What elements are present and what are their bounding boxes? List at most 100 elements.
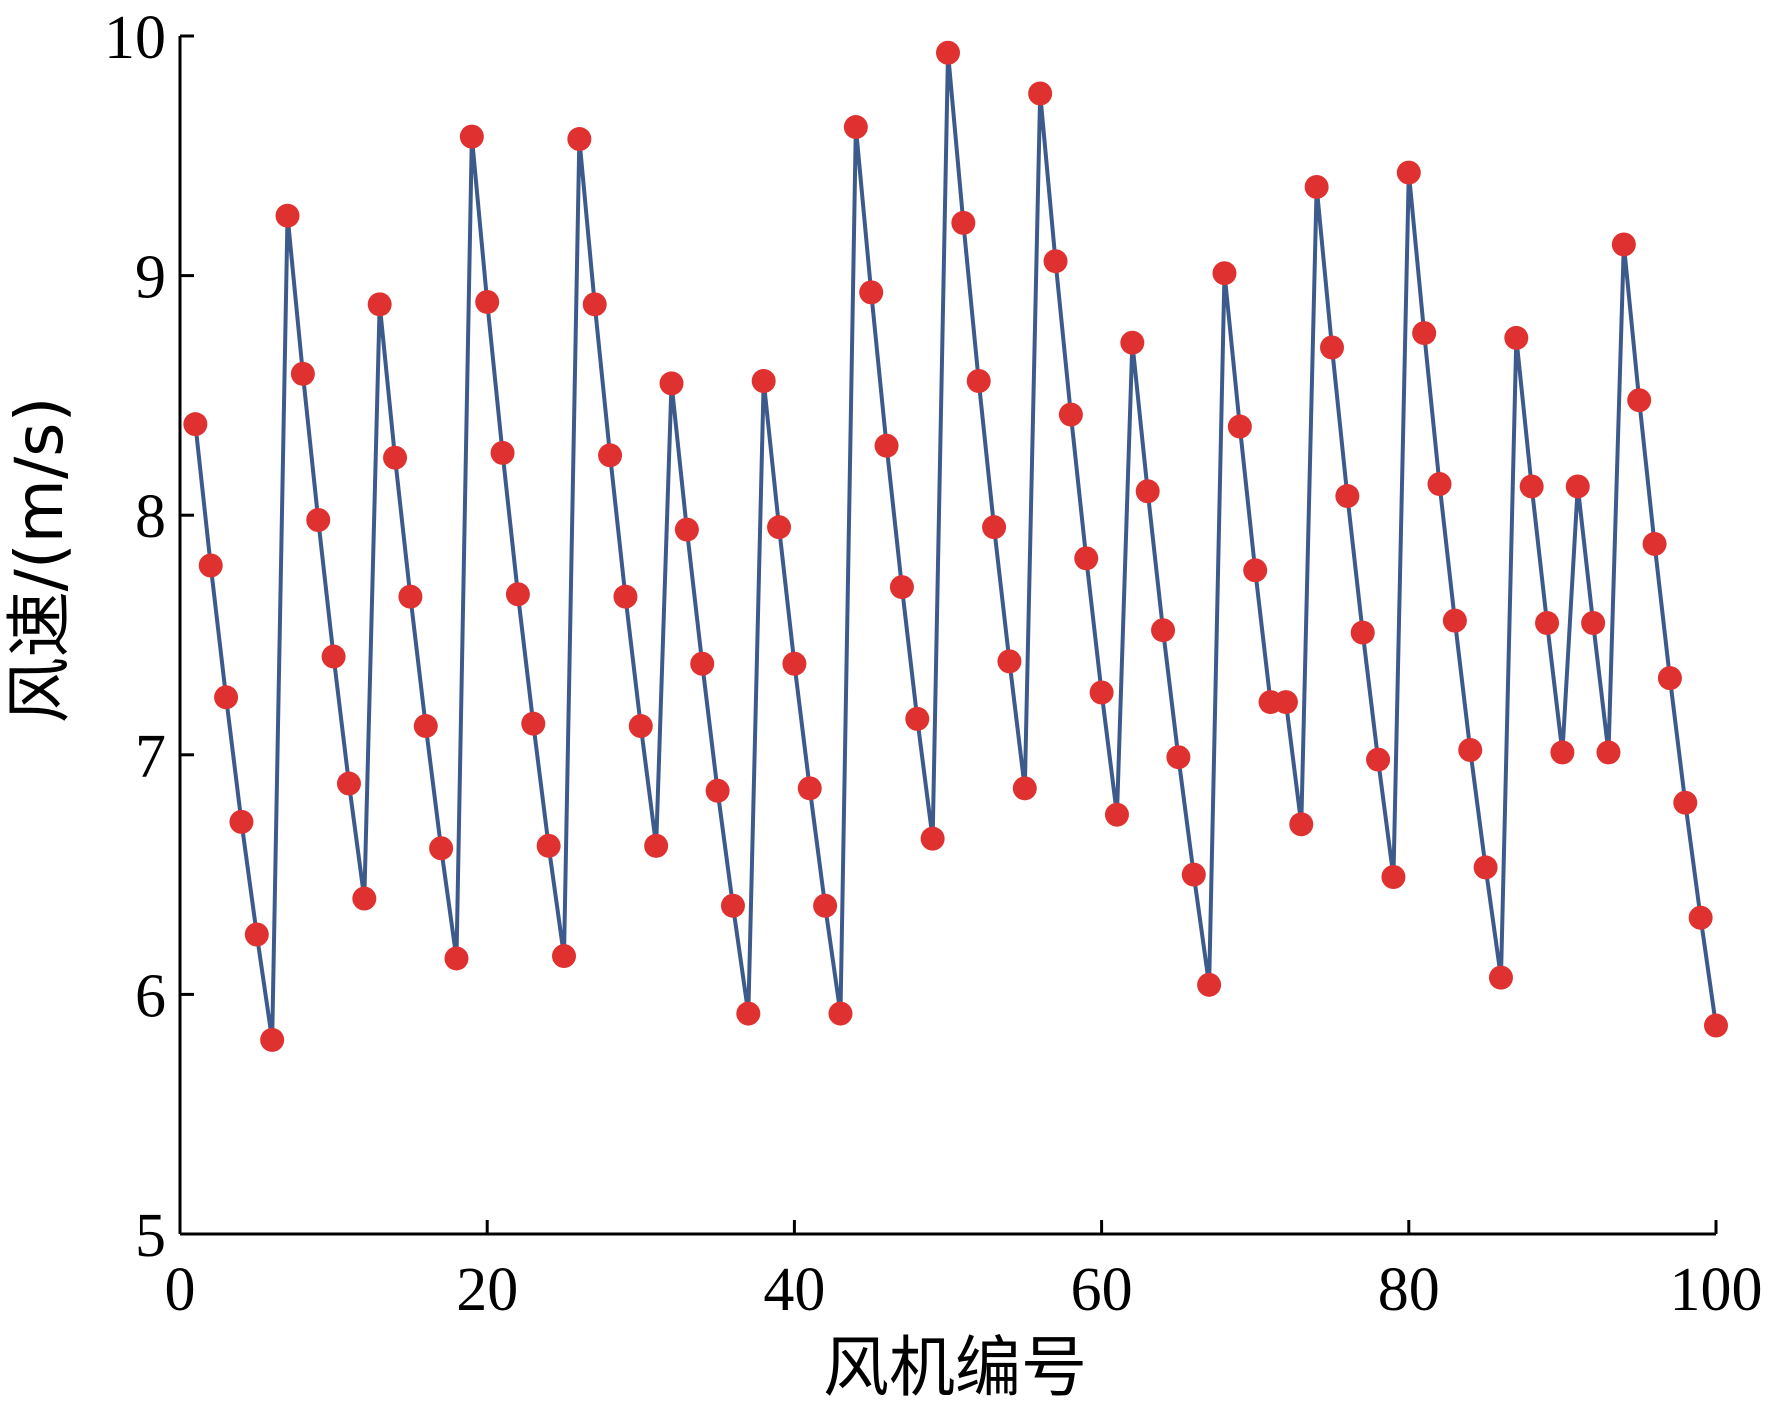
- data-point: [874, 433, 899, 458]
- x-axis-title: 风机编号: [823, 1329, 1087, 1406]
- data-point: [260, 1027, 285, 1052]
- data-point: [751, 369, 776, 394]
- data-point: [1335, 484, 1360, 509]
- data-point: [429, 836, 454, 861]
- data-point: [1396, 160, 1421, 185]
- data-point: [1043, 249, 1068, 274]
- data-point: [1458, 738, 1483, 763]
- data-point: [1535, 611, 1560, 636]
- y-ticks: 5 6 7 8 9 10: [104, 4, 194, 1270]
- data-point: [889, 575, 914, 600]
- data-point: [1642, 531, 1667, 556]
- data-point: [1704, 1013, 1728, 1038]
- data-point: [1688, 905, 1713, 930]
- data-point: [1657, 666, 1682, 691]
- x-tick-label: 100: [1670, 1256, 1763, 1324]
- data-point: [244, 922, 269, 947]
- data-point: [398, 584, 423, 609]
- data-point: [1089, 680, 1114, 705]
- data-point: [936, 40, 960, 65]
- data-point: [1166, 745, 1191, 770]
- data-point: [1504, 325, 1529, 350]
- data-point: [352, 886, 377, 911]
- data-point: [1473, 855, 1498, 880]
- data-point: [1627, 388, 1652, 413]
- data-point: [413, 714, 438, 739]
- data-point: [859, 280, 884, 305]
- data-point: [1104, 802, 1129, 827]
- data-point: [444, 946, 469, 971]
- data-point: [367, 292, 392, 317]
- markers: [183, 40, 1728, 1052]
- y-tick-label: 10: [104, 4, 166, 72]
- data-point: [1273, 690, 1298, 715]
- data-point: [1074, 546, 1099, 571]
- data-point: [383, 445, 408, 470]
- data-point: [1519, 474, 1544, 499]
- data-point: [521, 711, 546, 736]
- data-point: [1135, 479, 1160, 504]
- data-point: [920, 826, 945, 851]
- data-point: [1565, 474, 1590, 499]
- y-tick-label: 6: [135, 962, 166, 1030]
- data-point: [1581, 611, 1606, 636]
- data-point: [275, 203, 300, 228]
- series-line: [193, 50, 1718, 1042]
- data-point: [598, 443, 623, 468]
- data-point: [1028, 81, 1053, 106]
- data-point: [966, 369, 991, 394]
- data-point: [1212, 261, 1237, 286]
- data-point: [720, 893, 745, 918]
- data-point: [552, 944, 576, 969]
- data-point: [475, 289, 500, 314]
- data-point: [214, 685, 239, 710]
- data-point: [982, 515, 1007, 540]
- data-point: [1488, 965, 1513, 990]
- x-tick-label: 20: [456, 1256, 518, 1324]
- data-point: [1243, 558, 1268, 583]
- data-point: [951, 210, 976, 235]
- data-point: [1550, 740, 1575, 765]
- data-point: [567, 127, 592, 152]
- data-point: [1412, 321, 1437, 346]
- x-tick-label: 0: [165, 1256, 196, 1324]
- data-point: [1058, 402, 1083, 427]
- x-tick-label: 40: [763, 1256, 825, 1324]
- y-tick-label: 8: [135, 483, 166, 551]
- data-point: [1366, 747, 1391, 772]
- data-point: [1012, 776, 1037, 801]
- data-point: [797, 776, 822, 801]
- data-point: [1120, 330, 1145, 355]
- y-tick-label: 9: [135, 244, 166, 312]
- data-point: [336, 771, 361, 796]
- data-point: [306, 507, 331, 532]
- data-point: [690, 651, 715, 676]
- data-point: [459, 124, 484, 149]
- data-point: [828, 1001, 853, 1026]
- data-point: [782, 651, 807, 676]
- data-point: [1350, 620, 1375, 645]
- data-point: [582, 292, 607, 317]
- data-point: [1596, 740, 1621, 765]
- y-tick-label: 7: [135, 723, 166, 791]
- data-point: [1289, 812, 1314, 837]
- data-point: [321, 644, 346, 669]
- data-point: [183, 412, 208, 437]
- data-point: [490, 440, 515, 465]
- data-point: [644, 833, 669, 858]
- y-tick-label: 5: [135, 1202, 166, 1270]
- data-point: [674, 517, 699, 542]
- data-point: [613, 584, 638, 609]
- data-point: [1181, 862, 1206, 887]
- data-point: [1151, 618, 1176, 643]
- data-point: [1673, 790, 1698, 815]
- data-point: [1197, 972, 1222, 997]
- x-ticks: 0 20 40 60 80 100: [165, 1220, 1763, 1324]
- data-point: [705, 778, 730, 803]
- data-point: [229, 809, 254, 834]
- data-point: [290, 361, 315, 386]
- data-point: [1381, 865, 1406, 889]
- x-tick-label: 80: [1378, 1256, 1440, 1324]
- data-point: [1427, 472, 1452, 497]
